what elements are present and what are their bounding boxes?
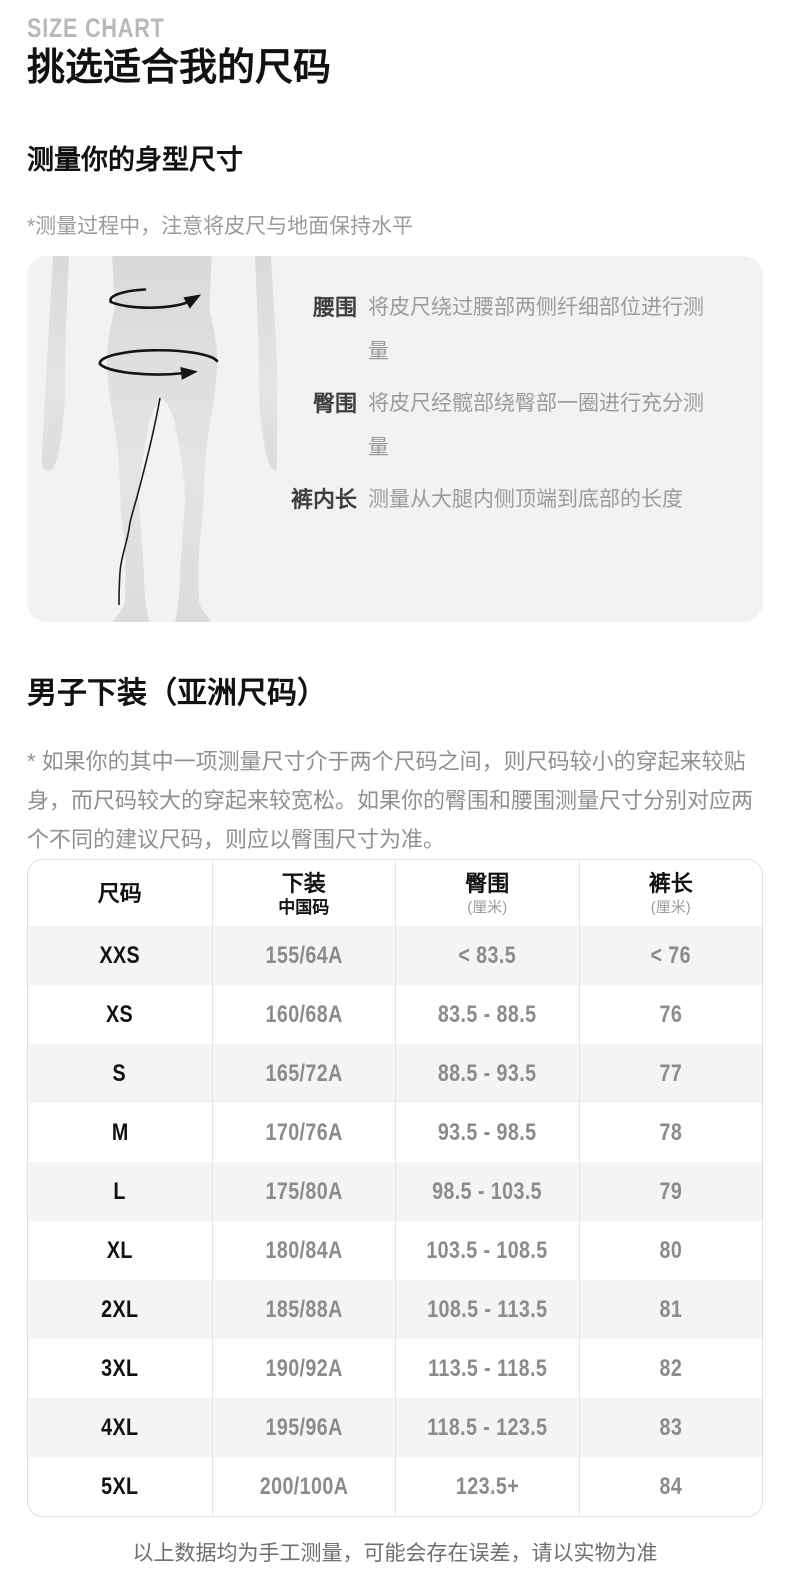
china-code-cell: 160/68A [265, 1000, 343, 1028]
hip-range-cell: < 83.5 [458, 941, 517, 969]
china-code-cell: 195/96A [265, 1413, 343, 1441]
china-code-cell: 185/88A [265, 1295, 343, 1323]
hip-range-cell: 123.5+ [455, 1472, 519, 1500]
pant-length-cell: 81 [659, 1295, 683, 1323]
size-table-container: 尺码 下装 中国码 臀围 (厘米) 裤长 (厘米) XXS 155/64A [27, 859, 763, 1517]
table-row: 4XL 195/96A 118.5 - 123.5 83 [28, 1398, 762, 1457]
measure-section-heading: 测量你的身型尺寸 [27, 145, 243, 175]
column-subheader-china-code: 中国码 [278, 897, 330, 917]
column-subheader-cm: (厘米) [650, 898, 691, 916]
table-header-row: 尺码 下装 中国码 臀围 (厘米) 裤长 (厘米) [28, 860, 762, 926]
waist-measure-arrow [109, 288, 202, 309]
size-cell: XXS [99, 941, 141, 969]
table-row: XS 160/68A 83.5 - 88.5 76 [28, 985, 762, 1044]
size-cell: L [113, 1177, 126, 1205]
china-code-cell: 170/76A [265, 1118, 343, 1146]
measure-item-inseam: 裤内长 测量从大腿内侧顶端到底部的长度 [290, 478, 737, 522]
table-row: 2XL 185/88A 108.5 - 113.5 81 [28, 1280, 762, 1339]
size-cell: S [112, 1059, 127, 1087]
size-cell: 2XL [101, 1295, 139, 1323]
pant-length-cell: < 76 [650, 941, 691, 969]
table-row: M 170/76A 93.5 - 98.5 78 [28, 1103, 762, 1162]
size-cell: XS [106, 1000, 134, 1028]
table-row: 5XL 200/100A 123.5+ 84 [28, 1457, 762, 1516]
hip-range-cell: 88.5 - 93.5 [437, 1059, 537, 1087]
column-header-size: 尺码 [97, 881, 142, 906]
pant-length-cell: 78 [659, 1118, 683, 1146]
size-cell: 5XL [101, 1472, 139, 1500]
pant-length-cell: 82 [659, 1354, 683, 1382]
measure-description: 将皮尺经髋部绕臀部一圈进行充分测量 [368, 392, 704, 459]
size-cell: 3XL [101, 1354, 139, 1382]
inseam-line [118, 397, 161, 606]
measure-instructions: 腰围 将皮尺绕过腰部两侧纤细部位进行测量 臀围 将皮尺经髋部绕臀部一圈进行充分测… [290, 286, 737, 530]
china-code-cell: 200/100A [259, 1472, 349, 1500]
china-code-cell: 165/72A [265, 1059, 343, 1087]
measure-description: 测量从大腿内侧顶端到底部的长度 [368, 488, 683, 511]
measure-item-waist: 腰围 将皮尺绕过腰部两侧纤细部位进行测量 [290, 286, 737, 374]
hip-range-cell: 98.5 - 103.5 [432, 1177, 543, 1205]
measure-guide-panel: 腰围 将皮尺绕过腰部两侧纤细部位进行测量 臀围 将皮尺经髋部绕臀部一圈进行充分测… [27, 256, 763, 622]
table-row: S 165/72A 88.5 - 93.5 77 [28, 1044, 762, 1103]
left-arm-silhouette [41, 256, 69, 471]
size-section-heading: 男子下装（亚洲尺码） [27, 677, 327, 710]
hip-range-cell: 113.5 - 118.5 [427, 1354, 547, 1382]
pant-length-cell: 77 [659, 1059, 683, 1087]
measure-label: 臀围 [312, 391, 357, 416]
hip-range-cell: 118.5 - 123.5 [427, 1413, 548, 1441]
column-header-bottoms: 下装 [281, 870, 326, 896]
size-cell: M [111, 1118, 129, 1146]
china-code-cell: 190/92A [265, 1354, 343, 1382]
table-row: XXS 155/64A < 83.5 < 76 [28, 926, 762, 985]
column-subheader-cm: (厘米) [467, 898, 508, 916]
size-table: 尺码 下装 中国码 臀围 (厘米) 裤长 (厘米) XXS 155/64A [28, 860, 762, 1516]
right-arm-silhouette [255, 256, 277, 471]
pant-length-cell: 80 [659, 1236, 683, 1264]
hip-measure-arrow [98, 348, 219, 380]
hip-range-cell: 83.5 - 88.5 [437, 1000, 537, 1028]
china-code-cell: 180/84A [265, 1236, 343, 1264]
table-row: 3XL 190/92A 113.5 - 118.5 82 [28, 1339, 762, 1398]
size-chart-eyebrow: SIZE CHART [27, 13, 165, 43]
china-code-cell: 175/80A [265, 1177, 343, 1205]
hip-range-cell: 103.5 - 108.5 [426, 1236, 548, 1264]
measure-label: 腰围 [312, 295, 357, 320]
table-row: XL 180/84A 103.5 - 108.5 80 [28, 1221, 762, 1280]
china-code-cell: 155/64A [265, 941, 343, 969]
page-title: 挑选适合我的尺码 [27, 47, 332, 89]
body-silhouette-illustration [41, 256, 277, 622]
column-header-pant-length: 裤长 [648, 870, 693, 896]
hip-range-cell: 93.5 - 98.5 [437, 1118, 537, 1146]
pant-length-cell: 76 [659, 1000, 683, 1028]
pant-length-cell: 83 [659, 1413, 683, 1441]
size-cell: 4XL [101, 1413, 139, 1441]
size-fit-note: * 如果你的其中一项测量尺寸介于两个尺码之间，则尺码较小的穿起来较贴身，而尺码较… [27, 749, 754, 852]
disclaimer-text: 以上数据均为手工测量，可能会存在误差，请以实物为准 [132, 1542, 658, 1565]
table-row: L 175/80A 98.5 - 103.5 79 [28, 1162, 762, 1221]
measure-item-hip: 臀围 将皮尺经髋部绕臀部一圈进行充分测量 [290, 382, 737, 470]
hip-range-cell: 108.5 - 113.5 [427, 1295, 548, 1323]
column-header-hip: 臀围 [465, 870, 510, 896]
measure-note: *测量过程中，注意将皮尺与地面保持水平 [27, 215, 414, 238]
size-cell: XL [106, 1236, 133, 1264]
body-silhouette [106, 256, 218, 622]
measure-label: 裤内长 [290, 487, 357, 512]
measure-description: 将皮尺绕过腰部两侧纤细部位进行测量 [368, 296, 704, 363]
pant-length-cell: 79 [659, 1177, 683, 1205]
pant-length-cell: 84 [659, 1472, 683, 1500]
